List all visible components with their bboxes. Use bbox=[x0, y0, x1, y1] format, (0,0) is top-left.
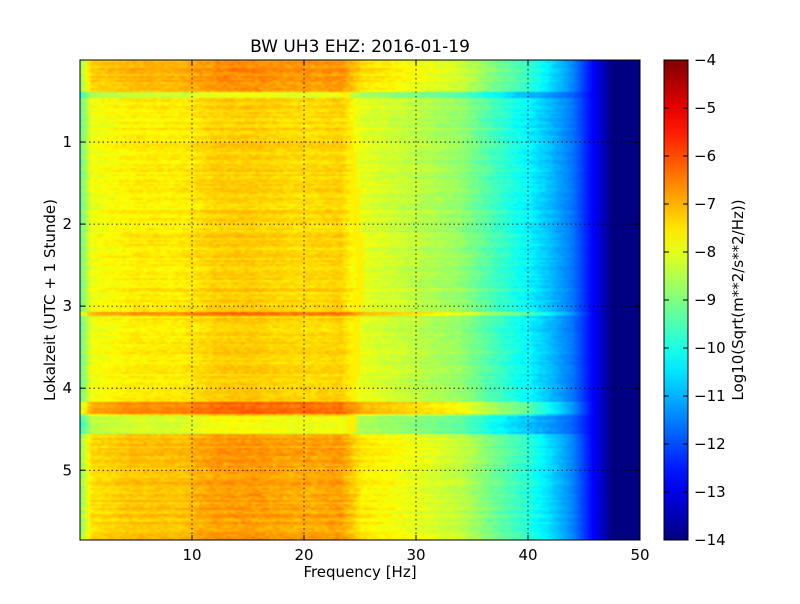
chart-title: BW UH3 EHZ: 2016-01-19 bbox=[250, 37, 470, 57]
x-axis-ticks: 10 20 30 40 50 bbox=[182, 60, 650, 564]
y-axis-label: Lokalzeit (UTC + 1 Stunde) bbox=[41, 199, 59, 401]
colorbar-tick-label: −8 bbox=[694, 243, 716, 261]
y-tick-label: 3 bbox=[62, 297, 72, 315]
y-tick-label: 4 bbox=[62, 379, 72, 397]
plot-frame bbox=[79, 59, 641, 541]
x-tick-label: 30 bbox=[406, 546, 425, 564]
y-tick-label: 2 bbox=[62, 215, 72, 233]
colorbar-tick-label: −12 bbox=[694, 435, 726, 453]
colorbar-tick-label: −13 bbox=[694, 483, 726, 501]
spectrogram-raster bbox=[80, 60, 640, 540]
colorbar-label: Log10(Sqrt(m**2/s**2/Hz)) bbox=[729, 199, 747, 400]
colorbar: −4 −5 −6 −7 −8 −9 −10 −11 −12 −13 −14 bbox=[663, 51, 726, 549]
x-axis-label: Frequency [Hz] bbox=[303, 563, 416, 581]
colorbar-tick-label: −6 bbox=[694, 147, 716, 165]
colorbar-tick-label: −5 bbox=[694, 99, 716, 117]
x-tick-label: 40 bbox=[518, 546, 537, 564]
x-tick-label: 20 bbox=[294, 546, 313, 564]
x-tick-label: 50 bbox=[630, 546, 649, 564]
spectrogram-image bbox=[80, 60, 640, 540]
colorbar-tick-label: −10 bbox=[694, 339, 726, 357]
colorbar-tick-label: −11 bbox=[694, 387, 726, 405]
y-tick-label: 1 bbox=[62, 133, 72, 151]
colorbar-tick-label: −7 bbox=[694, 195, 716, 213]
y-axis-ticks: 1 2 3 4 5 bbox=[62, 133, 640, 479]
colorbar-tick-label: −9 bbox=[694, 291, 716, 309]
colorbar-tick-label: −4 bbox=[694, 51, 716, 69]
y-tick-label: 5 bbox=[62, 461, 72, 479]
colorbar-tick-label: −14 bbox=[694, 531, 726, 549]
x-tick-label: 10 bbox=[182, 546, 201, 564]
